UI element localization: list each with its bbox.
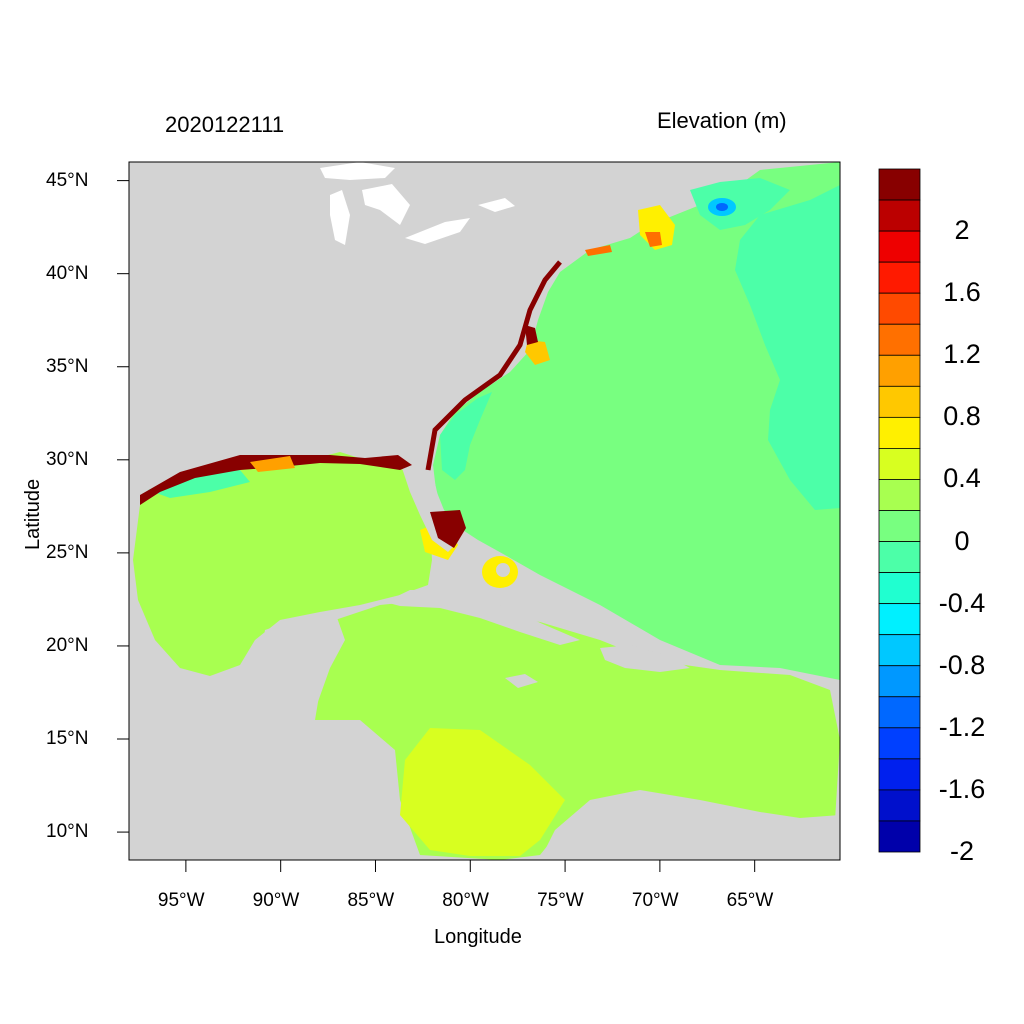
y-tick-label: 15°N [46, 728, 89, 749]
colorbar-swatch [878, 603, 921, 636]
y-tick-label: 30°N [46, 448, 89, 470]
y-tick-label: 20°N [46, 634, 89, 656]
x-tick-label: 75°W [537, 890, 584, 911]
colorbar-swatch [878, 727, 921, 760]
map-frame [128, 161, 841, 861]
colorbar-swatch [878, 416, 921, 449]
colorbar-swatch [878, 820, 921, 853]
atlantic-east-band [735, 185, 840, 510]
x-tick-label: 70°W [631, 890, 679, 911]
south-florida-surge [430, 510, 466, 548]
colorbar-label: 1.2 [943, 339, 981, 370]
colorbar-label: -0.8 [938, 649, 986, 680]
new-england-peak [645, 232, 662, 247]
colorbar-swatch [878, 230, 921, 263]
colorbar-label: -1.2 [938, 711, 986, 742]
y-tick-label: 40°N [46, 262, 89, 284]
colorbar-swatch [878, 510, 921, 542]
louisiana-high [250, 456, 295, 472]
colorbar-swatch [878, 354, 921, 387]
colorbar-label: 0.4 [943, 463, 981, 494]
bahamas-island [496, 563, 510, 577]
colorbar-swatch [878, 634, 921, 667]
colorbar-swatch [878, 665, 921, 698]
map-area [129, 162, 840, 860]
colorbar-swatch [878, 385, 921, 418]
x-tick-label: 90°W [252, 890, 300, 911]
colorbar-label: 0.8 [943, 401, 981, 432]
y-tick-label: 35°N [46, 355, 89, 377]
jamaica [505, 674, 538, 688]
y-tick-label: 45°N [46, 169, 89, 191]
colorbar-swatch [878, 292, 921, 325]
x-tick-label: 95°W [157, 890, 205, 911]
colorbar-label: -0.4 [938, 587, 986, 618]
x-tick-label: 85°W [347, 890, 395, 911]
colorbar-swatch [878, 758, 921, 791]
colorbar-swatch [878, 789, 921, 822]
gulf-shelf-patch [148, 470, 250, 498]
cuba [385, 590, 580, 645]
east-coast-surge [425, 260, 562, 471]
colorbar-swatch [878, 199, 921, 232]
y-tick-marks [117, 180, 129, 833]
lake-ontario [478, 198, 515, 212]
lake-huron [362, 184, 410, 225]
hispaniola [600, 645, 690, 672]
x-axis-label: Longitude [434, 926, 522, 948]
colorbar-swatch [878, 168, 921, 201]
colorbar-label: 0 [954, 525, 970, 556]
lake-michigan [330, 190, 350, 245]
atlantic-ocean [433, 162, 840, 680]
lake-superior [320, 162, 395, 180]
colorbar-swatch [878, 261, 921, 294]
x-tick-label: 80°W [442, 890, 489, 911]
long-island-high [585, 245, 612, 256]
us-shelf-band [440, 392, 492, 480]
colorbar-swatch [878, 448, 921, 480]
colorbar-swatch [878, 323, 921, 356]
lake-erie [405, 218, 470, 244]
carolina-high [525, 340, 550, 365]
colorbar-swatch [878, 541, 921, 573]
south-america [540, 790, 840, 860]
colorbar [878, 168, 921, 853]
yucatan [262, 612, 345, 710]
x-tick-label: 65°W [726, 890, 774, 911]
colorbar-label: 1.6 [943, 277, 981, 308]
variable-label: Elevation (m) [657, 108, 787, 133]
y-tick-label: 25°N [46, 541, 89, 563]
carolina-surge [525, 325, 538, 345]
colorbar-label: 2 [954, 215, 970, 246]
caribbean-south-basin [400, 728, 565, 856]
colorbar-swatch [878, 479, 921, 511]
colorbar-label: -1.6 [938, 773, 986, 804]
gulf-of-mexico [133, 452, 432, 676]
colorbar-label: -2 [949, 836, 974, 866]
colorbar-swatch [878, 572, 921, 605]
colorbar-swatch [878, 696, 921, 729]
gulf-of-maine [690, 178, 790, 230]
y-tick-label: 10°N [46, 821, 89, 843]
x-tick-marks [185, 860, 756, 872]
time-stamp-label: 2020122111 [165, 112, 285, 137]
gulf-coast-surge [140, 455, 412, 505]
low-elevation-core [716, 203, 728, 211]
